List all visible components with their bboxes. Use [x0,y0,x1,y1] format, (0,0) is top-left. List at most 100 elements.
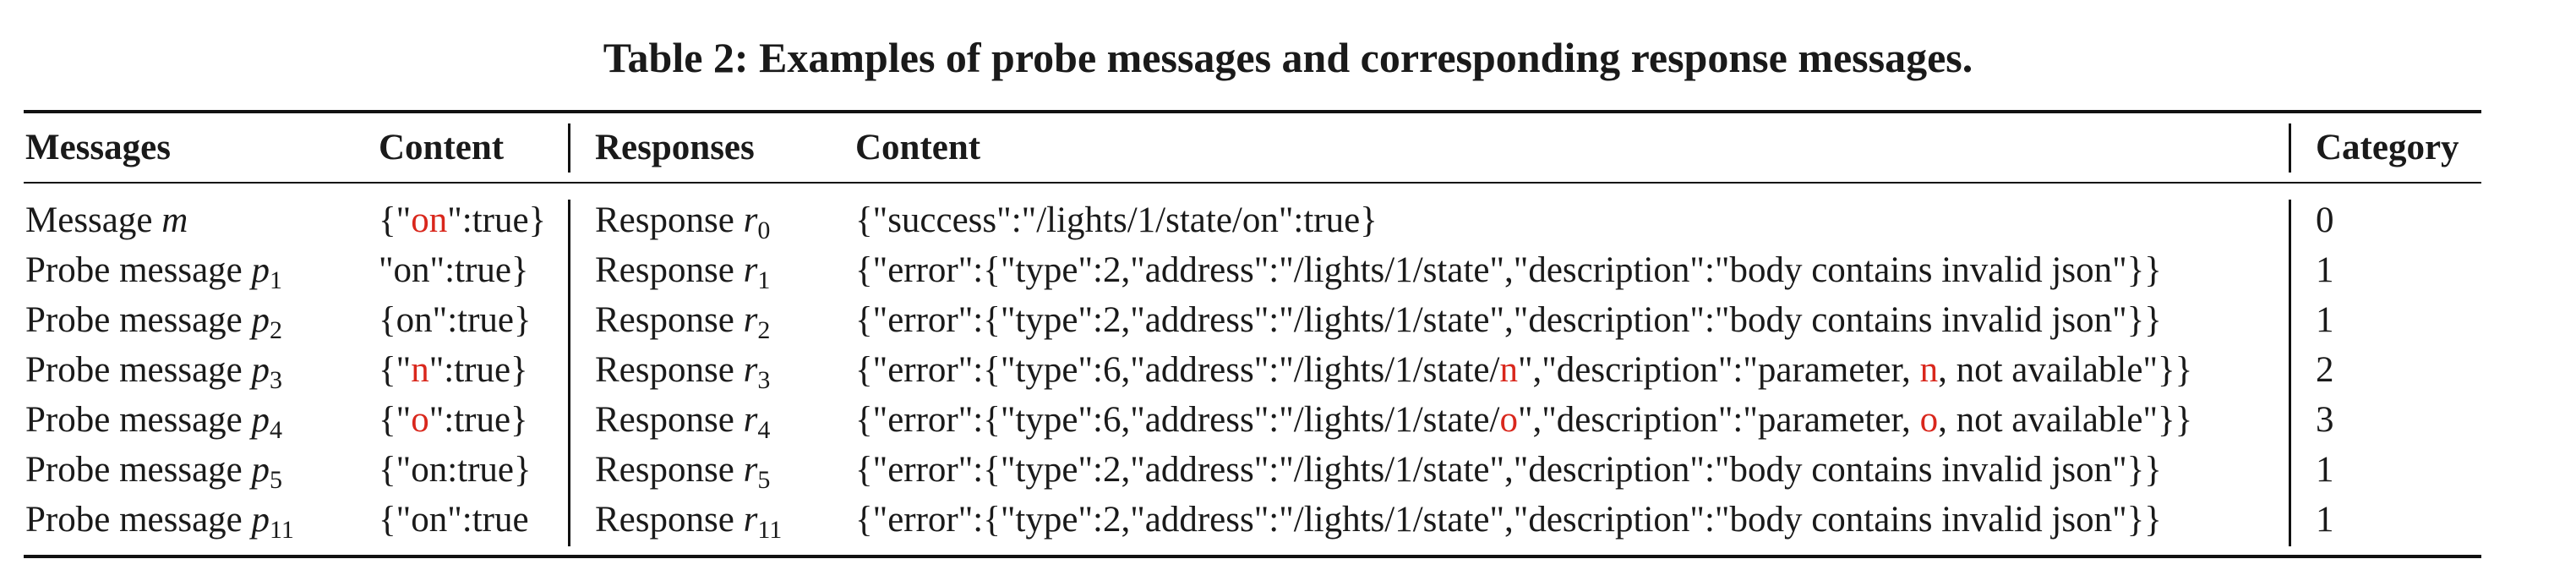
response-highlight: n [1499,350,1518,390]
message-label: Probe message [25,350,252,390]
response-variable: r [743,300,758,340]
response-name: Response r11 [595,496,782,555]
column-divider [2289,200,2291,546]
response-subscript: 2 [757,316,771,344]
content-text: ":true} [447,200,547,240]
response-label: Response [595,350,744,390]
category-value: 1 [2316,250,2334,290]
category-value: 1 [2316,300,2334,340]
message-name: Probe message p1 [25,246,282,305]
message-subscript: 4 [270,416,282,444]
response-subscript: 3 [757,366,771,394]
response-name: Response r3 [595,346,770,405]
response-text: , not available"}} [1938,350,2193,390]
content-text: {" [379,400,412,440]
content-text: {"on":true [379,500,529,540]
response-subscript: 11 [757,516,783,544]
header-content: Content [379,128,505,167]
message-content: "on":true} [379,246,529,295]
response-subscript: 0 [757,217,771,244]
response-text: {"error":{"type":6,"address":"/lights/1/… [855,350,1500,390]
message-subscript: 2 [270,316,282,344]
response-name: Response r1 [595,246,770,305]
message-name: Probe message p2 [25,296,282,355]
content-highlight: o [411,400,429,440]
response-label: Response [595,400,744,440]
response-variable: r [743,400,758,440]
response-highlight: n [1919,350,1939,390]
message-label: Probe message [25,500,252,540]
message-subscript: 1 [270,266,282,294]
response-content: {"error":{"type":2,"address":"/lights/1/… [855,296,2162,345]
response-text: {"error":{"type":2,"address":"/lights/1/… [855,500,2162,540]
content-highlight: n [411,350,429,390]
response-text: , not available"}} [1938,400,2193,440]
message-name: Probe message p5 [25,446,282,505]
response-text: {"error":{"type":6,"address":"/lights/1/… [855,400,1500,440]
bottom-rule [24,555,2481,558]
message-variable: p [251,350,270,390]
content-text: "on":true} [379,250,529,290]
message-subscript: 3 [270,366,282,394]
response-content: {"success":"/lights/1/state/on":true} [855,196,1378,245]
response-label: Response [595,500,744,540]
response-name: Response r5 [595,446,770,505]
response-text: {"error":{"type":2,"address":"/lights/1/… [855,450,2162,490]
content-text: {"on:true} [379,450,532,490]
message-variable: p [251,500,270,540]
response-label: Response [595,300,744,340]
header-messages: Messages [25,128,171,167]
response-subscript: 1 [757,266,771,294]
content-text: ":true} [428,400,528,440]
content-text: {" [379,200,412,240]
header-responses: Responses [595,128,755,167]
response-variable: r [743,200,758,240]
message-content: {"n":true} [379,346,528,395]
header-category: Category [2316,128,2459,167]
message-subscript: 11 [270,516,294,544]
message-variable: p [251,250,270,290]
message-name: Message m [25,196,188,255]
response-content: {"error":{"type":6,"address":"/lights/1/… [855,346,2192,395]
response-label: Response [595,250,744,290]
message-content: {on":true} [379,296,532,345]
response-text: {"error":{"type":2,"address":"/lights/1/… [855,300,2162,340]
message-variable: p [251,300,270,340]
message-label: Probe message [25,450,252,490]
response-text: {"error":{"type":2,"address":"/lights/1/… [855,250,2162,290]
response-name: Response r4 [595,396,770,455]
table-caption: Table 2: Examples of probe messages and … [603,34,1973,81]
content-text: {on":true} [379,300,532,340]
response-content: {"error":{"type":2,"address":"/lights/1/… [855,246,2162,295]
message-variable: p [251,450,270,490]
response-variable: r [743,450,758,490]
message-label: Probe message [25,300,252,340]
response-label: Response [595,200,744,240]
message-label: Probe message [25,250,252,290]
message-subscript: 5 [270,466,282,494]
header-rule [24,182,2481,184]
content-text: {" [379,350,412,390]
category-value: 2 [2316,350,2334,390]
response-name: Response r0 [595,196,770,255]
response-text: ","description":"parameter, [1517,400,1920,440]
header-response-content: Content [855,128,981,167]
response-text: ","description":"parameter, [1517,350,1920,390]
response-variable: r [743,250,758,290]
message-name: Probe message p3 [25,346,282,405]
message-variable: m [161,200,188,240]
response-content: {"error":{"type":6,"address":"/lights/1/… [855,396,2192,445]
response-subscript: 5 [757,466,771,494]
top-rule [24,110,2481,113]
response-highlight: o [1919,400,1939,440]
response-text: {"success":"/lights/1/state/on":true} [855,200,1378,240]
response-variable: r [743,350,758,390]
category-value: 0 [2316,200,2334,240]
message-variable: p [251,400,270,440]
response-name: Response r2 [595,296,770,355]
message-content: {"on":true [379,496,529,545]
message-content: {"o":true} [379,396,528,445]
message-content: {"on:true} [379,446,532,495]
category-value: 1 [2316,450,2334,490]
response-label: Response [595,450,744,490]
